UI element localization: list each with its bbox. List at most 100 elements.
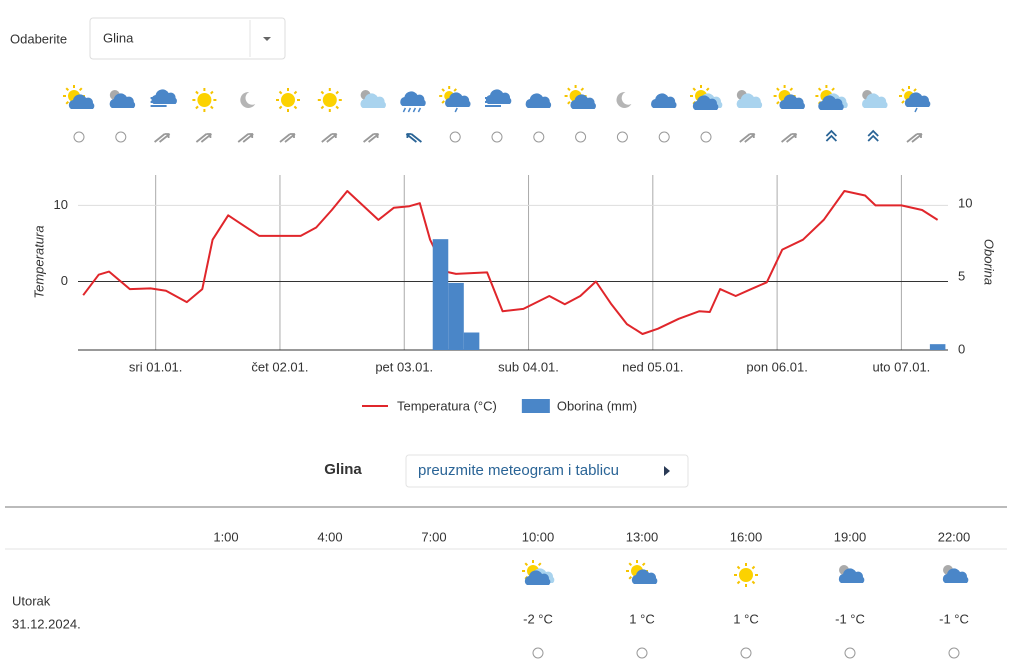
- sun: [281, 93, 295, 107]
- sun-ray: [320, 90, 325, 95]
- temperature-cell: -1 °C: [835, 611, 865, 626]
- cloud: [360, 93, 386, 108]
- sun-ray: [65, 100, 70, 105]
- chart: sri 01.01. čet 02.01. pet 03.01. sub 04.01.…: [31, 175, 997, 413]
- calm-circle: [636, 647, 648, 659]
- wind-arrow: [279, 133, 296, 143]
- sun-ray: [901, 100, 905, 104]
- sun-ray: [628, 562, 633, 567]
- sun-ray: [335, 90, 339, 95]
- button-box[interactable]: [405, 454, 689, 488]
- y2-tick-label: 0: [958, 341, 965, 356]
- cloud: [109, 93, 136, 108]
- x-tick-label: uto 07.01.: [872, 359, 930, 374]
- calm-circle: [449, 131, 461, 143]
- select-caret: [263, 37, 271, 41]
- sun-ray: [441, 88, 445, 92]
- column-header: 22:00: [938, 529, 971, 544]
- calm-circle: [740, 647, 752, 659]
- wind-arrow: [154, 133, 171, 143]
- cloud: [151, 89, 177, 104]
- button-arrow: [664, 466, 670, 476]
- calm-circle: [532, 647, 544, 659]
- sun-ray: [580, 87, 585, 92]
- day-date: 31.12.2024.: [12, 616, 81, 631]
- sun-ray: [537, 562, 542, 567]
- cloud: [862, 93, 888, 108]
- sun-ray: [817, 87, 822, 92]
- calm-circle: [658, 131, 670, 143]
- temperature-cell: 1 °C: [629, 611, 654, 626]
- bar: [463, 332, 480, 350]
- y-tick-label: 0: [61, 273, 68, 288]
- cloud: [838, 568, 865, 583]
- cloud: [651, 93, 677, 108]
- sun-ray: [736, 565, 741, 570]
- sun: [322, 93, 337, 107]
- column-header: 7:00: [421, 529, 446, 544]
- wind-arrow: [867, 129, 879, 142]
- calm-circle: [700, 131, 712, 143]
- wind-arrow: [195, 133, 212, 143]
- calm-circle: [533, 131, 545, 143]
- cloud: [736, 93, 763, 108]
- cloud: [570, 94, 596, 109]
- sun-ray: [441, 100, 445, 104]
- sun-ray: [776, 87, 780, 92]
- temperature-cell: -2 °C: [523, 611, 553, 626]
- calm-circle: [616, 131, 628, 143]
- calm-circle: [948, 647, 960, 659]
- bar: [448, 282, 464, 350]
- select-box[interactable]: [89, 17, 286, 60]
- cloud: [525, 93, 552, 108]
- column-header: 1:00: [213, 529, 238, 544]
- sun-ray: [692, 87, 697, 92]
- sun-ray: [736, 580, 741, 585]
- sun-ray: [831, 87, 835, 92]
- sun-ray: [320, 105, 325, 110]
- column-header: 10:00: [522, 529, 555, 544]
- location-select[interactable]: Glina: [89, 17, 286, 60]
- calm-circle: [844, 647, 856, 659]
- wind-arrow: [237, 133, 254, 143]
- x-tick-label: pet 03.01.: [375, 359, 433, 374]
- rain-line: [417, 107, 422, 113]
- cloud: [779, 94, 805, 109]
- cloud: [631, 569, 658, 584]
- column-header: 13:00: [626, 529, 659, 544]
- cloud: [524, 570, 551, 585]
- wind-arrow: [405, 133, 422, 143]
- sun-ray: [776, 100, 780, 105]
- place-name: Glina: [324, 461, 362, 478]
- y2-axis-title: Oborina: [982, 239, 997, 285]
- moon: [616, 91, 632, 108]
- temperature-cell: -1 °C: [939, 611, 969, 626]
- location-label: Odaberite: [10, 31, 67, 46]
- sun-ray: [293, 105, 298, 110]
- moon: [240, 91, 256, 108]
- wind-arrow: [321, 133, 338, 143]
- rain-line: [412, 107, 417, 113]
- x-tick-label: čet 02.01.: [251, 359, 308, 374]
- sun-ray: [278, 105, 283, 110]
- forecast-table: 1:00 4:00 7:00 10:00 13:00 16:00 19:00 22:00 Uto…: [12, 529, 971, 659]
- sun-ray: [913, 88, 917, 92]
- x-tick-label: pon 06.01.: [746, 359, 807, 374]
- y2-tick-label: 10: [958, 196, 972, 211]
- cloud: [692, 95, 719, 110]
- sun: [739, 568, 753, 582]
- sun-ray: [628, 575, 633, 580]
- sun: [197, 93, 212, 107]
- bar: [929, 344, 946, 350]
- rain-line: [407, 107, 412, 113]
- sun-ray: [453, 88, 457, 92]
- button-text: preuzmite meteogram i tablicu: [418, 462, 619, 479]
- calm-circle: [73, 131, 85, 143]
- download-button[interactable]: preuzmite meteogram i tablicu: [405, 454, 689, 488]
- sun-ray: [335, 105, 339, 110]
- sun-ray: [78, 87, 83, 92]
- bar: [432, 239, 449, 350]
- sun-ray: [751, 580, 756, 585]
- sun-ray: [278, 90, 283, 95]
